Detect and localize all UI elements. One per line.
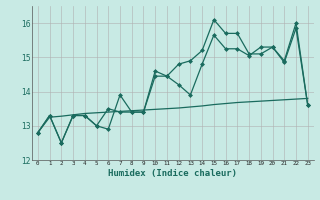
X-axis label: Humidex (Indice chaleur): Humidex (Indice chaleur) xyxy=(108,169,237,178)
